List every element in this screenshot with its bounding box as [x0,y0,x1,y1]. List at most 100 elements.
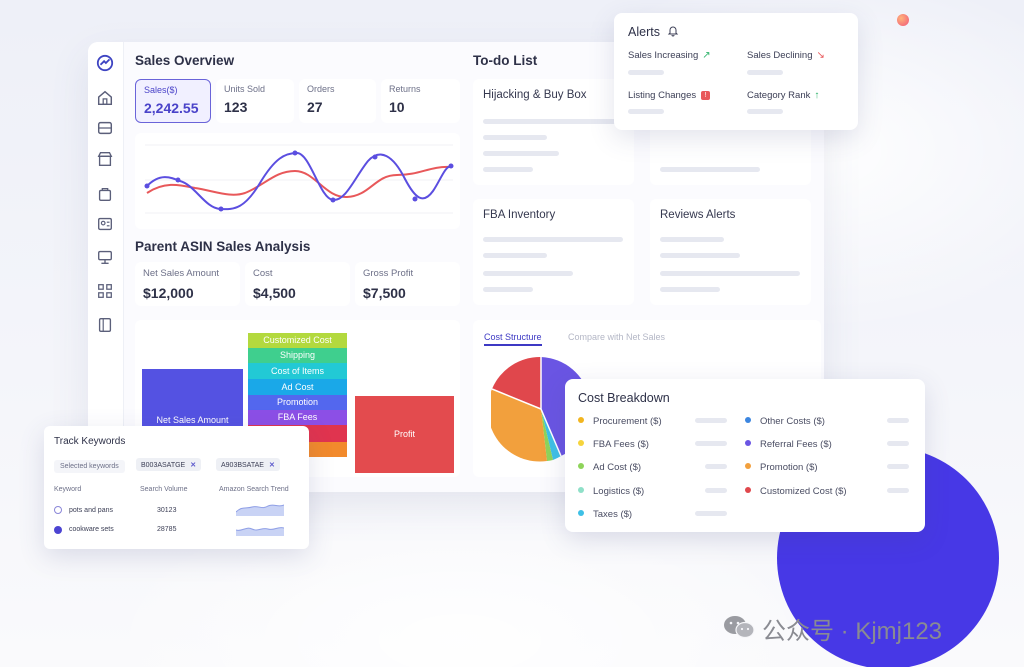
tab-cost-structure[interactable]: Cost Structure [484,332,542,346]
todo-card-hijacking[interactable]: Hijacking & Buy Box [473,79,634,185]
alert-category-rank[interactable]: Category Rank ↑ [747,90,819,101]
track-keywords-popup: Track Keywords Selected keywords B003ASA… [44,426,309,549]
shopping-bag-icon[interactable] [96,185,114,203]
todo-card-reviews-alerts[interactable]: Reviews Alerts [650,199,811,305]
legend-ad-cost: Ad Cost ($) [578,462,641,473]
trend-sparkline [236,527,284,536]
alerts-title-text: Alerts [628,25,660,39]
warning-badge-icon: ! [701,90,711,100]
waterfall-profit-bar: Profit [355,396,454,473]
legend-label: Logistics ($) [593,486,645,497]
legend-label: Promotion ($) [760,462,818,473]
chip-label: A903BSATAE [221,462,264,469]
legend-procurement: Procurement ($) [578,416,662,427]
keyword-cell: cookware sets [69,526,114,533]
stat-card-gross-profit[interactable]: Gross Profit $7,500 [355,262,460,306]
stat-value: 27 [307,99,323,115]
tab-compare-net-sales[interactable]: Compare with Net Sales [568,332,666,342]
stat-label: Orders [307,84,335,94]
decorative-dot [897,14,909,26]
logo-icon[interactable] [96,54,114,72]
contact-card-icon[interactable] [96,215,114,233]
alert-label: Listing Changes [628,90,697,101]
keyword-chip[interactable]: B003ASATGE ✕ [136,458,202,471]
parent-asin-title: Parent ASIN Sales Analysis [135,239,311,254]
stat-value: 10 [389,99,405,115]
bell-icon[interactable] [667,25,679,40]
stat-label: Net Sales Amount [143,268,220,279]
alert-label: Sales Increasing [628,50,699,61]
stat-card-returns[interactable]: Returns 10 [381,79,460,123]
legend-label: Referral Fees ($) [760,439,832,450]
alerts-title: Alerts [628,25,679,40]
stat-value: 2,242.55 [144,100,199,116]
apps-grid-icon[interactable] [96,282,114,300]
trend-sparkline [236,504,284,516]
stat-card-sales[interactable]: Sales($) 2,242.55 [135,79,211,123]
stat-value: $7,500 [363,285,406,301]
todo-card-title: FBA Inventory [483,209,556,221]
stat-card-orders[interactable]: Orders 27 [299,79,376,123]
legend-dot [578,417,584,424]
selected-keywords-label: Selected keywords [54,460,125,473]
close-icon[interactable]: ✕ [190,462,197,469]
radio-unchecked-icon[interactable] [54,506,62,514]
store-icon[interactable] [96,150,114,168]
column-header-search-trend: Amazon Search Trend [219,486,289,493]
watermark-text: 公众号 · Kjmj123 [762,618,943,645]
arrow-down-right-icon: ↘ [816,50,825,61]
column-header-keyword: Keyword [54,486,82,493]
inbox-icon[interactable] [96,119,114,137]
waterfall-promotion: Promotion [248,395,347,410]
todo-title: To-do List [473,53,538,68]
todo-card-fba-inventory[interactable]: FBA Inventory [473,199,634,305]
sales-overview-title: Sales Overview [135,53,235,68]
stat-value: $12,000 [143,285,194,301]
alert-sales-declining[interactable]: Sales Declining ↘ [747,50,825,61]
stat-label: Cost [253,268,273,279]
stat-label: Sales($) [144,85,178,95]
stat-label: Returns [389,84,421,94]
legend-dot [578,440,584,447]
close-icon[interactable]: ✕ [268,462,275,469]
stat-value: $4,500 [253,285,296,301]
stat-card-cost[interactable]: Cost $4,500 [245,262,350,306]
sales-trend-chart [135,133,460,229]
waterfall-fba-fees: FBA Fees [248,410,347,425]
cost-breakdown-title: Cost Breakdown [578,391,670,405]
home-icon[interactable] [96,89,114,107]
sales-trend-svg [144,144,454,214]
stat-card-net-sales[interactable]: Net Sales Amount $12,000 [135,262,240,306]
legend-dot [745,487,751,494]
legend-dot [745,440,751,447]
legend-fba-fees: FBA Fees ($) [578,439,649,450]
notebook-icon[interactable] [96,316,114,334]
legend-referral-fees: Referral Fees ($) [745,439,832,450]
radio-checked-icon[interactable] [54,526,62,534]
cost-breakdown-popup: Cost Breakdown Procurement ($) FBA Fees … [565,379,925,532]
alert-listing-changes[interactable]: Listing Changes! [628,90,711,101]
series-a-line [146,151,452,211]
legend-dot [578,487,584,494]
legend-label: Procurement ($) [593,416,662,427]
alerts-popup: Alerts Sales Increasing ↗ Sales Declining… [614,13,858,130]
sidebar [88,42,124,492]
keyword-chip[interactable]: A903BSATAE ✕ [216,458,280,471]
legend-label: Customized Cost ($) [760,486,847,497]
volume-cell: 28785 [157,526,177,533]
legend-promotion: Promotion ($) [745,462,818,473]
legend-taxes: Taxes ($) [578,509,632,520]
legend-other-costs: Other Costs ($) [745,416,825,427]
column-header-search-volume: Search Volume [140,486,188,493]
volume-cell: 30123 [157,507,177,514]
legend-label: FBA Fees ($) [593,439,649,450]
todo-card-title: Hijacking & Buy Box [483,89,587,101]
waterfall-customized-cost: Customized Cost [248,333,347,348]
alert-label: Category Rank [747,90,811,101]
alert-sales-increasing[interactable]: Sales Increasing ↗ [628,50,711,61]
stat-card-units-sold[interactable]: Units Sold 123 [216,79,294,123]
monitor-icon[interactable] [96,248,114,266]
legend-customized-cost: Customized Cost ($) [745,486,847,497]
stat-label: Units Sold [224,84,266,94]
wechat-icon [724,616,755,639]
